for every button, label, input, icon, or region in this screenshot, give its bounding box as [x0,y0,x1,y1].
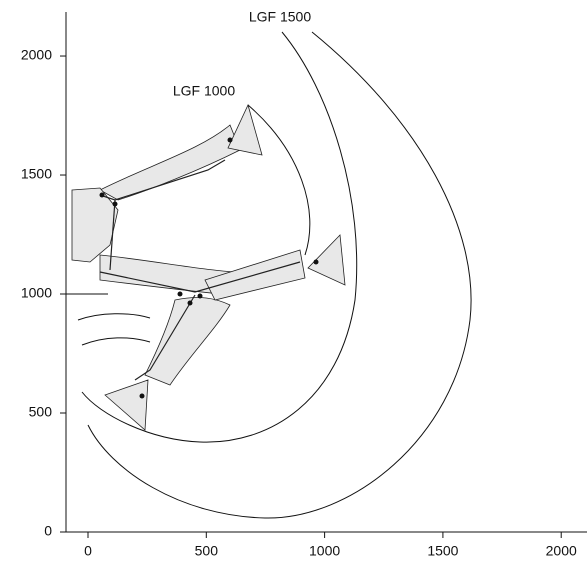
crane-boom [60,103,346,431]
pin [197,293,203,299]
x-tick-label: 1500 [427,543,458,559]
curve-label: LGF 1500 [249,9,311,25]
pin [227,137,233,143]
boom-link [109,199,116,271]
reach-curve [81,337,151,346]
pin [139,393,145,399]
attachment [104,379,149,431]
x-tick-label: 2000 [546,543,577,559]
y-tick-label: 1000 [21,285,52,301]
pin [112,201,118,207]
pin [177,291,183,297]
x-tick-label: 0 [84,543,92,559]
reach-curve [87,31,472,519]
boom-section [99,124,241,201]
x-tick-label: 1000 [309,543,340,559]
reach-curves [77,31,472,519]
pin [187,300,193,306]
pin [313,259,319,265]
axis-lines [65,12,587,533]
reach-curve [77,313,151,321]
y-tick-label: 0 [44,523,52,539]
curve-label: LGF 1000 [173,83,235,99]
boom-section [144,297,231,386]
reach-curve [247,104,311,256]
boom-link [99,261,301,293]
y-tick-label: 2000 [21,47,52,63]
boom-link [134,294,196,381]
y-tick-label: 500 [29,404,53,420]
x-tick-label: 500 [195,543,219,559]
boom-link [99,159,226,201]
boom-section [71,187,119,263]
pin [99,192,105,198]
reach-curve [81,31,358,443]
y-tick-label: 1500 [21,166,52,182]
attachment [307,234,346,286]
attachment [227,103,263,156]
